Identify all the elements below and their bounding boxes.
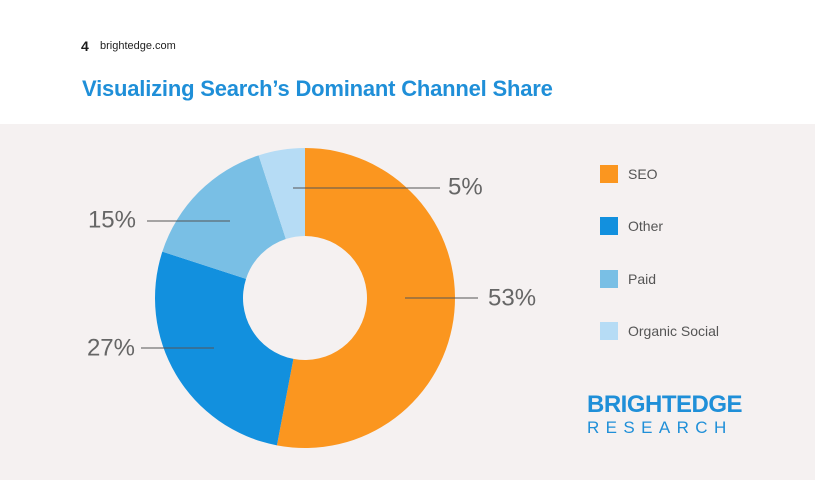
legend-item-other: Other	[600, 216, 790, 236]
legend-item-paid: Paid	[600, 269, 790, 289]
brightedge-research-logo: BRIGHTEDGE RESEARCH	[587, 391, 743, 438]
legend-item-organic-social: Organic Social	[600, 321, 790, 341]
data-label-seo: 53%	[488, 285, 536, 312]
donut-chart: 53% 27% 15% 5%	[87, 148, 536, 448]
data-label-paid: 15%	[88, 207, 136, 234]
legend-label: Paid	[628, 271, 657, 287]
legend-swatch	[600, 270, 618, 288]
slice-paid	[162, 155, 286, 279]
legend-label: Organic Social	[628, 323, 720, 339]
logo-research-text: RESEARCH	[587, 418, 733, 437]
slice-seo	[276, 148, 455, 448]
page-header: 4 brightedge.com Visualizing Search’s Do…	[0, 0, 815, 124]
site-url: brightedge.com	[100, 40, 176, 52]
slice-other	[155, 251, 294, 446]
chart-panel: 53% 27% 15% 5% SEO Other Paid Organic Social B…	[0, 124, 815, 480]
legend-item-seo: SEO	[600, 164, 790, 184]
data-label-organic-social: 5%	[448, 174, 483, 201]
page-title: Visualizing Search’s Dominant Channel Sh…	[82, 76, 553, 101]
data-label-other: 27%	[87, 335, 135, 362]
page-number: 4	[81, 38, 89, 54]
legend-label: Other	[628, 218, 664, 234]
legend-swatch	[600, 217, 618, 235]
legend-swatch	[600, 165, 618, 183]
logo-brand-text: BRIGHTEDGE	[587, 391, 743, 418]
legend-label: SEO	[628, 166, 658, 182]
slice-organic-social	[258, 148, 305, 240]
legend-swatch	[600, 322, 618, 340]
